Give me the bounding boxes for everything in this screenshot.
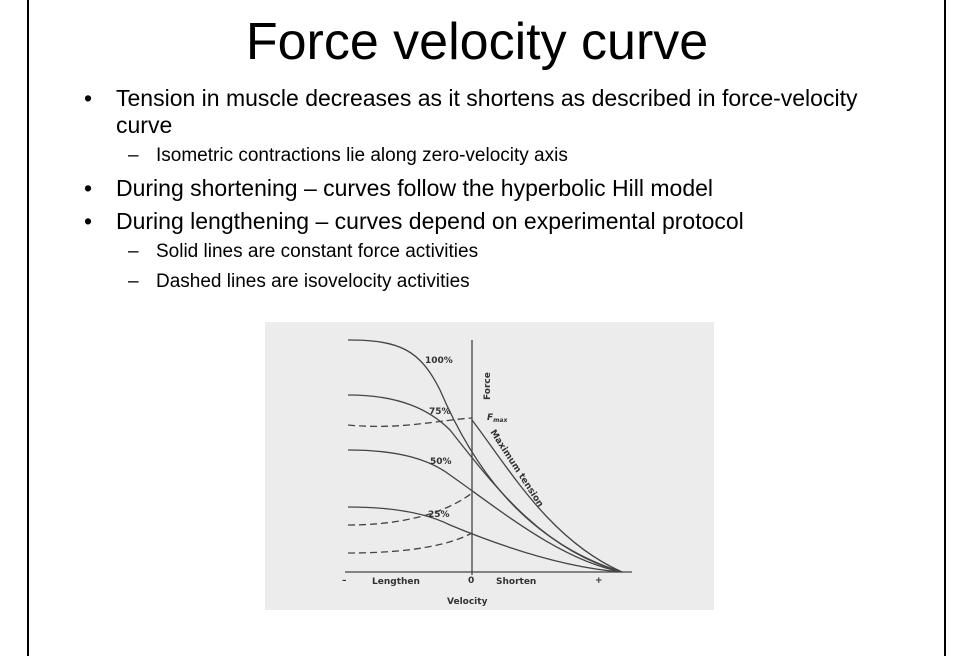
curve-label: 25% bbox=[428, 510, 450, 520]
sub-bullet: Isometric contractions lie along zero-ve… bbox=[80, 145, 880, 167]
sub-bullet: Solid lines are constant force activitie… bbox=[80, 241, 880, 263]
slide-title: Force velocity curve bbox=[245, 13, 709, 71]
figure: 100% 75% 50% 25% Force Fmax Maximum tens… bbox=[265, 322, 714, 610]
fmax-text: F bbox=[487, 413, 494, 423]
curves bbox=[345, 339, 632, 575]
fmax-label: Fmax bbox=[487, 413, 508, 424]
sub-bullet: Dashed lines are isovelocity activities bbox=[80, 271, 880, 293]
x-zero: 0 bbox=[468, 576, 474, 586]
bullet-list: Tension in muscle decreases as it shorte… bbox=[80, 82, 880, 301]
slide-frame bbox=[27, 0, 946, 656]
fmax-subscript: max bbox=[493, 417, 508, 424]
x-left-label: Lengthen bbox=[372, 577, 420, 587]
y-axis-label: Force bbox=[483, 372, 493, 400]
curve-label: 100% bbox=[425, 356, 453, 366]
curve-label: 50% bbox=[430, 457, 452, 467]
bullet: Tension in muscle decreases as it shorte… bbox=[80, 85, 880, 139]
x-plus: + bbox=[595, 576, 603, 586]
bullet: During shortening – curves follow the hy… bbox=[80, 175, 880, 202]
x-axis-label: Velocity bbox=[447, 597, 488, 607]
curve-label: 75% bbox=[429, 407, 451, 417]
x-right-label: Shorten bbox=[496, 577, 536, 587]
x-minus: – bbox=[342, 576, 347, 586]
figure-background bbox=[265, 322, 714, 610]
bullet: During lengthening – curves depend on ex… bbox=[80, 208, 880, 235]
